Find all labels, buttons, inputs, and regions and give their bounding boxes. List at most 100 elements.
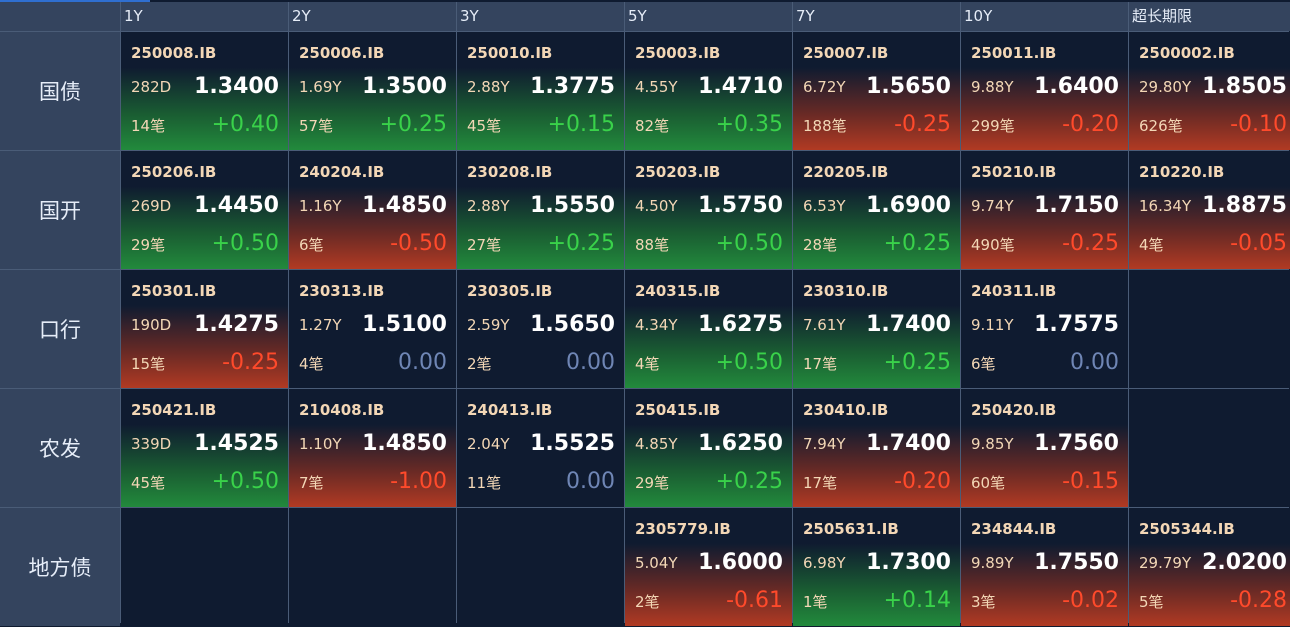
remaining-term: 9.74Y bbox=[971, 197, 1014, 215]
bond-code: 2305779.IB bbox=[635, 520, 731, 538]
trade-count: 88笔 bbox=[635, 236, 670, 254]
trade-count: 299笔 bbox=[971, 117, 1015, 135]
bond-code: 220205.IB bbox=[803, 163, 889, 181]
remaining-term: 282D bbox=[131, 78, 172, 96]
yield-change: 0.00 bbox=[566, 469, 615, 494]
row-header[interactable]: 农发 bbox=[0, 389, 120, 507]
yield-change: -0.10 bbox=[1230, 112, 1287, 137]
yield-value: 1.7575 bbox=[1034, 312, 1119, 337]
bond-cell[interactable]: 2505344.IB 29.79Y 2.0200 5笔 -0.28 bbox=[1129, 508, 1290, 626]
yield-value: 1.5550 bbox=[530, 193, 615, 218]
bond-code: 2505344.IB bbox=[1139, 520, 1235, 538]
trade-count: 490笔 bbox=[971, 236, 1015, 254]
column-header-1y[interactable]: 1Y bbox=[121, 2, 288, 31]
bond-cell[interactable]: 230208.IB 2.88Y 1.5550 27笔 +0.25 bbox=[457, 151, 624, 269]
bond-cell[interactable]: 250420.IB 9.85Y 1.7560 60笔 -0.15 bbox=[961, 389, 1128, 507]
yield-value: 1.7300 bbox=[866, 550, 951, 575]
yield-change: +0.25 bbox=[883, 350, 951, 375]
remaining-term: 7.94Y bbox=[803, 435, 846, 453]
bond-cell[interactable]: 250301.IB 190D 1.4275 15笔 -0.25 bbox=[121, 270, 288, 388]
bond-cell[interactable]: 230310.IB 7.61Y 1.7400 17笔 +0.25 bbox=[793, 270, 960, 388]
yield-change: 0.00 bbox=[1070, 350, 1119, 375]
bond-cell[interactable]: 250210.IB 9.74Y 1.7150 490笔 -0.25 bbox=[961, 151, 1128, 269]
yield-value: 1.5525 bbox=[530, 431, 615, 456]
column-header-2y[interactable]: 2Y bbox=[289, 2, 456, 31]
bond-code: 2505631.IB bbox=[803, 520, 899, 538]
column-header-3y[interactable]: 3Y bbox=[457, 2, 624, 31]
bond-cell[interactable]: 250421.IB 339D 1.4525 45笔 +0.50 bbox=[121, 389, 288, 507]
remaining-term: 2.59Y bbox=[467, 316, 510, 334]
remaining-term: 29.80Y bbox=[1139, 78, 1192, 96]
yield-value: 1.7150 bbox=[1034, 193, 1119, 218]
bond-code: 250206.IB bbox=[131, 163, 217, 181]
column-header-5y[interactable]: 5Y bbox=[625, 2, 792, 31]
bond-cell[interactable]: 210408.IB 1.10Y 1.4850 7笔 -1.00 bbox=[289, 389, 456, 507]
remaining-term: 9.85Y bbox=[971, 435, 1014, 453]
yield-value: 1.5100 bbox=[362, 312, 447, 337]
bond-code: 230410.IB bbox=[803, 401, 889, 419]
bond-cell[interactable]: 250003.IB 4.55Y 1.4710 82笔 +0.35 bbox=[625, 32, 792, 150]
trade-count: 188笔 bbox=[803, 117, 847, 135]
bond-cell[interactable]: 230410.IB 7.94Y 1.7400 17笔 -0.20 bbox=[793, 389, 960, 507]
yield-change: -0.25 bbox=[222, 350, 279, 375]
bond-cell[interactable]: 250206.IB 269D 1.4450 29笔 +0.50 bbox=[121, 151, 288, 269]
trade-count: 1笔 bbox=[803, 593, 828, 611]
trade-count: 6笔 bbox=[971, 355, 996, 373]
trade-count: 5笔 bbox=[1139, 593, 1164, 611]
bond-code: 210220.IB bbox=[1139, 163, 1225, 181]
bond-cell[interactable]: 2505631.IB 6.98Y 1.7300 1笔 +0.14 bbox=[793, 508, 960, 626]
yield-value: 1.4525 bbox=[194, 431, 279, 456]
trade-count: 17笔 bbox=[803, 355, 838, 373]
trade-count: 14笔 bbox=[131, 117, 166, 135]
bond-cell[interactable]: 250011.IB 9.88Y 1.6400 299笔 -0.20 bbox=[961, 32, 1128, 150]
remaining-term: 1.27Y bbox=[299, 316, 342, 334]
yield-change: +0.25 bbox=[547, 231, 615, 256]
yield-value: 1.7400 bbox=[866, 312, 951, 337]
row-header[interactable]: 口行 bbox=[0, 270, 120, 388]
bond-cell[interactable]: 220205.IB 6.53Y 1.6900 28笔 +0.25 bbox=[793, 151, 960, 269]
bond-cell[interactable]: 2500002.IB 29.80Y 1.8505 626笔 -0.10 bbox=[1129, 32, 1290, 150]
bond-code: 250008.IB bbox=[131, 44, 217, 62]
yield-value: 1.6275 bbox=[698, 312, 783, 337]
yield-change: +0.15 bbox=[547, 112, 615, 137]
yield-value: 1.8505 bbox=[1202, 74, 1287, 99]
bond-cell[interactable]: 230313.IB 1.27Y 1.5100 4笔 0.00 bbox=[289, 270, 456, 388]
bond-cell[interactable]: 250010.IB 2.88Y 1.3775 45笔 +0.15 bbox=[457, 32, 624, 150]
column-header-10y[interactable]: 10Y bbox=[961, 2, 1128, 31]
bond-code: 230208.IB bbox=[467, 163, 553, 181]
bond-code: 250203.IB bbox=[635, 163, 721, 181]
row-header[interactable]: 国债 bbox=[0, 32, 120, 150]
bond-cell[interactable]: 210220.IB 16.34Y 1.8875 4笔 -0.05 bbox=[1129, 151, 1290, 269]
remaining-term: 6.53Y bbox=[803, 197, 846, 215]
yield-value: 1.7560 bbox=[1034, 431, 1119, 456]
bond-cell[interactable]: 250007.IB 6.72Y 1.5650 188笔 -0.25 bbox=[793, 32, 960, 150]
bond-cell[interactable]: 240413.IB 2.04Y 1.5525 11笔 0.00 bbox=[457, 389, 624, 507]
bond-cell[interactable]: 234844.IB 9.89Y 1.7550 3笔 -0.02 bbox=[961, 508, 1128, 626]
column-header-ultra-long[interactable]: 超长期限 bbox=[1129, 2, 1290, 31]
yield-change: -0.25 bbox=[1062, 231, 1119, 256]
remaining-term: 4.34Y bbox=[635, 316, 678, 334]
bond-cell[interactable]: 250008.IB 282D 1.3400 14笔 +0.40 bbox=[121, 32, 288, 150]
bond-cell[interactable]: 250415.IB 4.85Y 1.6250 29笔 +0.25 bbox=[625, 389, 792, 507]
bond-code: 250210.IB bbox=[971, 163, 1057, 181]
bond-cell[interactable]: 240315.IB 4.34Y 1.6275 4笔 +0.50 bbox=[625, 270, 792, 388]
bond-cell[interactable]: 240311.IB 9.11Y 1.7575 6笔 0.00 bbox=[961, 270, 1128, 388]
bond-code: 230305.IB bbox=[467, 282, 553, 300]
bond-code: 230313.IB bbox=[299, 282, 385, 300]
bond-cell[interactable]: 230305.IB 2.59Y 1.5650 2笔 0.00 bbox=[457, 270, 624, 388]
row-header[interactable]: 地方债 bbox=[0, 508, 120, 626]
remaining-term: 4.55Y bbox=[635, 78, 678, 96]
column-header-7y[interactable]: 7Y bbox=[793, 2, 960, 31]
bond-cell[interactable]: 2305779.IB 5.04Y 1.6000 2笔 -0.61 bbox=[625, 508, 792, 626]
remaining-term: 4.50Y bbox=[635, 197, 678, 215]
bond-code: 250421.IB bbox=[131, 401, 217, 419]
bond-cell[interactable]: 240204.IB 1.16Y 1.4850 6笔 -0.50 bbox=[289, 151, 456, 269]
bond-cell[interactable]: 250006.IB 1.69Y 1.3500 57笔 +0.25 bbox=[289, 32, 456, 150]
header-corner bbox=[0, 2, 120, 31]
remaining-term: 1.69Y bbox=[299, 78, 342, 96]
row-header[interactable]: 国开 bbox=[0, 151, 120, 269]
bond-cell[interactable]: 250203.IB 4.50Y 1.5750 88笔 +0.50 bbox=[625, 151, 792, 269]
remaining-term: 1.10Y bbox=[299, 435, 342, 453]
bond-code: 250420.IB bbox=[971, 401, 1057, 419]
